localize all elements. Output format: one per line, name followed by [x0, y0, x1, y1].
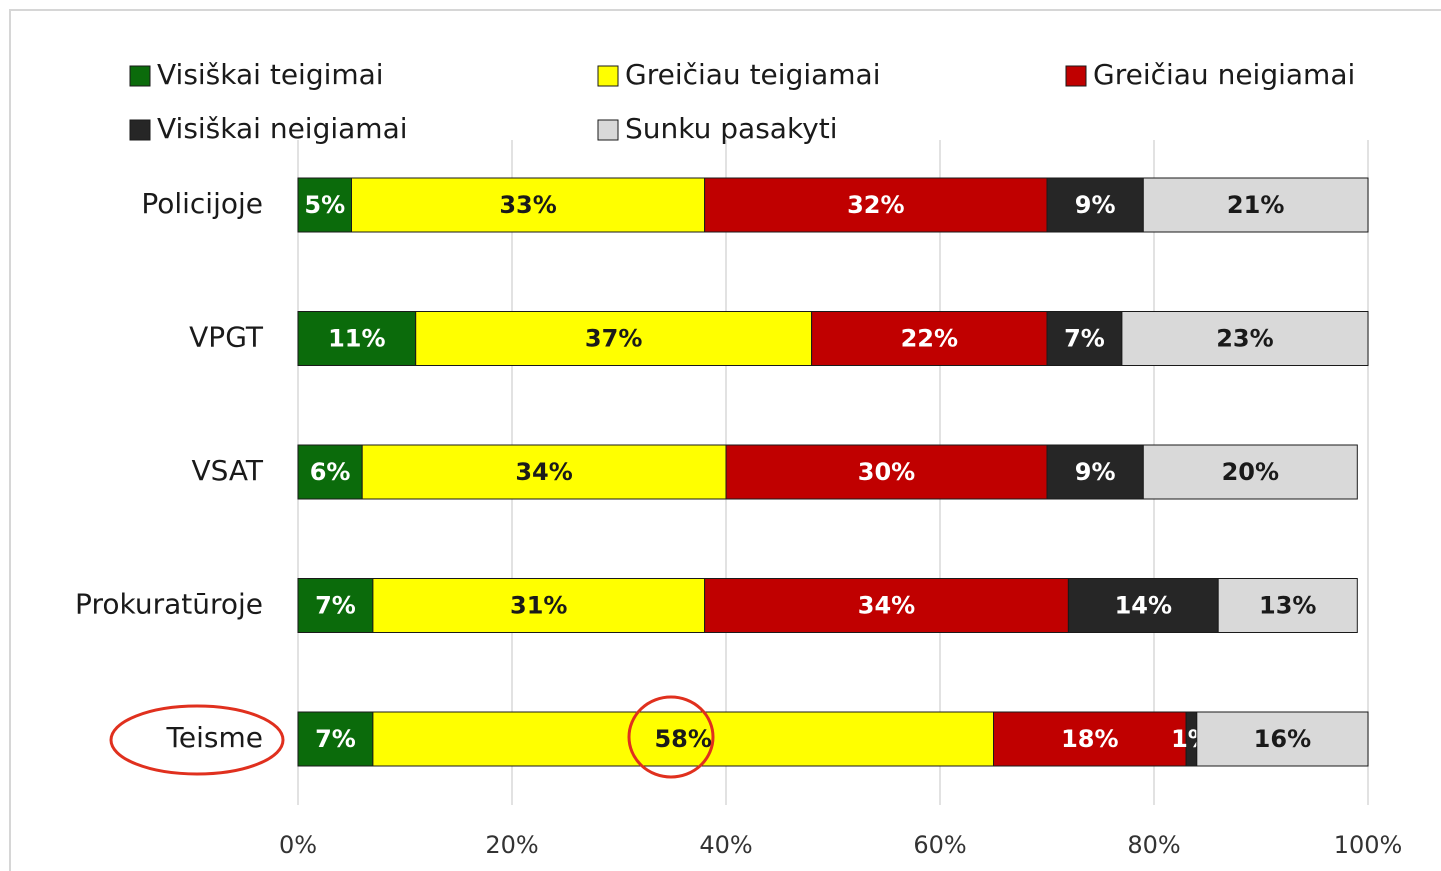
data-label: 14% — [1115, 592, 1172, 620]
bar-segment — [297, 578, 374, 633]
y-tick-label: Prokuratūroje — [75, 588, 263, 621]
bar-segment — [704, 177, 1048, 233]
legend-label: Visiškai teigimai — [157, 58, 384, 91]
data-label: 7% — [315, 592, 356, 620]
y-tick-label: Policijoje — [141, 187, 263, 220]
y-tick-label: VPGT — [189, 321, 264, 354]
data-label: 34% — [858, 592, 915, 620]
legend-swatch — [129, 119, 151, 141]
data-label: 30% — [858, 458, 915, 486]
bar-segment — [297, 311, 417, 366]
legend: Visiškai teigimai Greičiau teigiamai Greič… — [129, 58, 1355, 145]
data-label: 5% — [304, 191, 345, 219]
bar-segment — [811, 311, 1048, 366]
x-tick-label: 0% — [279, 831, 317, 859]
data-label: 9% — [1075, 191, 1116, 219]
data-label: 9% — [1075, 458, 1116, 486]
data-label: 21% — [1227, 191, 1284, 219]
data-label: 33% — [499, 191, 556, 219]
bar-segment — [415, 311, 813, 366]
data-label: 18% — [1061, 725, 1118, 753]
bar-segment — [297, 177, 352, 233]
highlight-circle — [109, 704, 285, 776]
bar-segment — [704, 578, 1069, 633]
data-label: 22% — [901, 325, 958, 353]
bar-segment — [1142, 177, 1369, 233]
legend-swatch — [1065, 65, 1087, 87]
x-tick-label: 100% — [1334, 831, 1403, 859]
bar-segment — [1121, 311, 1369, 366]
x-tick-label: 80% — [1127, 831, 1180, 859]
data-label: 11% — [328, 325, 385, 353]
bar-segment — [993, 711, 1187, 767]
legend-label: Visiškai neigiamai — [157, 112, 408, 145]
legend-label: Greičiau teigiamai — [625, 58, 881, 91]
bar-segment — [297, 711, 374, 767]
bar-segment — [1142, 444, 1358, 500]
bar-segment — [372, 578, 706, 633]
bar-segment — [1046, 311, 1123, 366]
legend-swatch — [129, 65, 151, 87]
data-label: 37% — [585, 325, 642, 353]
data-label: 13% — [1259, 592, 1316, 620]
legend-swatch — [597, 65, 619, 87]
bar-segment — [1196, 711, 1369, 767]
highlight-circle — [627, 695, 715, 779]
data-label: 6% — [310, 458, 351, 486]
data-label: 58% — [654, 725, 711, 753]
bar-segment — [361, 444, 727, 500]
legend-swatch — [597, 119, 619, 141]
data-label: 34% — [515, 458, 572, 486]
x-tick-label: 20% — [485, 831, 538, 859]
data-label: 20% — [1222, 458, 1279, 486]
data-label: 31% — [510, 592, 567, 620]
legend-label: Greičiau neigiamai — [1093, 58, 1355, 91]
data-label: 32% — [847, 191, 904, 219]
x-tick-label: 40% — [699, 831, 752, 859]
grid: 0% 20% 40% 60% 80% 100% — [279, 140, 1402, 859]
bar-segment — [1067, 578, 1219, 633]
data-label: 23% — [1216, 325, 1273, 353]
y-tick-label: VSAT — [191, 454, 263, 487]
data-label: 7% — [1064, 325, 1105, 353]
legend-label: Sunku pasakyti — [625, 112, 838, 145]
bars: Policijoje 5% 33% 32% 9% 21% VPGT 11% 37% 22% 7% 23… — [75, 177, 1369, 767]
data-label: 7% — [315, 725, 356, 753]
bar-segment — [1217, 578, 1358, 633]
bar-segment — [725, 444, 1048, 500]
bar-segment — [351, 177, 706, 233]
bar-segment — [1046, 444, 1144, 500]
bar-segment — [372, 711, 994, 767]
data-label: 16% — [1254, 725, 1311, 753]
x-tick-label: 60% — [913, 831, 966, 859]
y-tick-label: Teisme — [166, 721, 263, 754]
